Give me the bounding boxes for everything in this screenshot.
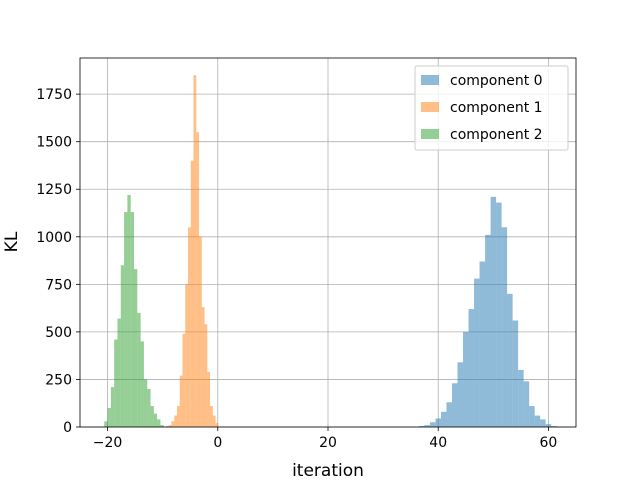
histogram-bar — [446, 402, 452, 427]
histogram-bar — [507, 293, 513, 427]
histogram-bar — [457, 362, 464, 427]
legend-label: component 2 — [450, 127, 543, 143]
x-tick-label: 20 — [319, 435, 337, 451]
histogram-bar — [207, 371, 211, 427]
x-tick-label: 60 — [540, 435, 558, 451]
x-axis-label: iteration — [292, 461, 364, 480]
histogram-bar — [424, 425, 430, 427]
histogram-bar — [463, 331, 469, 427]
histogram-bar — [196, 132, 200, 427]
histogram-bar — [104, 421, 108, 427]
histogram-bar — [110, 387, 115, 427]
histogram-bar — [134, 269, 138, 427]
histogram-bar — [168, 425, 172, 427]
y-tick-label: 1250 — [36, 182, 72, 198]
legend-box — [414, 65, 569, 151]
histogram-bar — [540, 419, 546, 427]
histogram-bar — [107, 407, 111, 427]
histogram-bar — [523, 381, 530, 427]
histogram-bar — [150, 406, 154, 427]
histogram-bar — [485, 234, 491, 427]
histogram-bar — [120, 265, 125, 427]
y-tick-label: 500 — [45, 325, 72, 341]
histogram-bar — [127, 194, 131, 427]
histogram-bar — [474, 278, 480, 427]
histogram-bar — [114, 339, 118, 427]
histogram-bar — [429, 422, 436, 427]
y-tick-label: 1750 — [36, 87, 72, 103]
histogram-bar — [137, 312, 141, 427]
histogram-bar — [188, 227, 191, 427]
histogram-bar — [418, 426, 425, 427]
histogram-bar — [212, 415, 216, 427]
histogram-bar — [147, 388, 151, 427]
legend: component 0 component 1 component 2 — [414, 65, 569, 151]
x-axis-ticks: −20 0 20 40 60 — [93, 427, 558, 451]
histogram-bar — [435, 418, 441, 427]
histogram-bar — [179, 375, 183, 427]
histogram-bar — [124, 212, 128, 427]
histogram-bar — [479, 261, 486, 427]
histogram-bar — [153, 413, 158, 427]
histogram-bar — [534, 415, 541, 427]
histogram-bar — [171, 421, 175, 427]
histogram-bar — [130, 212, 135, 427]
histogram-bar — [176, 406, 180, 427]
histogram-bar — [452, 383, 458, 427]
series-1-bars — [165, 75, 219, 427]
histogram-bar — [157, 419, 161, 427]
x-tick-label: 0 — [213, 435, 222, 451]
legend-label: component 0 — [450, 73, 543, 89]
histogram-bar — [182, 333, 186, 427]
histogram-bar — [210, 406, 213, 427]
histogram-bar — [496, 202, 502, 427]
y-tick-label: 250 — [45, 372, 72, 388]
histogram-bar — [490, 196, 497, 427]
histogram-bar — [174, 415, 177, 427]
legend-label: component 1 — [450, 100, 543, 116]
y-tick-label: 1000 — [36, 230, 72, 246]
histogram-bar — [545, 424, 552, 427]
histogram-bar — [160, 425, 164, 427]
histogram-bars — [104, 75, 557, 427]
histogram-bar — [215, 423, 219, 427]
histogram-bar — [440, 411, 447, 427]
histogram-bar — [201, 307, 205, 427]
histogram-bar — [140, 341, 144, 427]
x-tick-label: −20 — [93, 435, 123, 451]
histogram-bar — [204, 324, 208, 427]
histogram-bar — [468, 309, 475, 427]
y-axis-ticks: 0 250 500 750 1000 1250 1500 1750 — [36, 87, 80, 436]
histogram-bar — [199, 236, 202, 427]
x-tick-label: 40 — [429, 435, 447, 451]
y-tick-label: 1500 — [36, 135, 72, 151]
histogram-bar — [117, 318, 121, 427]
histogram-bar — [512, 320, 519, 427]
y-tick-label: 750 — [45, 277, 72, 293]
histogram-bar — [165, 426, 169, 427]
histogram-bar — [193, 75, 197, 427]
series-0-bars — [418, 196, 557, 427]
histogram-bar — [551, 426, 557, 427]
histogram-bar — [518, 369, 524, 427]
histogram-bar — [143, 379, 148, 427]
y-tick-label: 0 — [63, 420, 72, 436]
series-2-bars — [104, 194, 164, 427]
y-axis-label: KL — [2, 231, 22, 252]
legend-swatch — [421, 129, 439, 139]
histogram-bar — [190, 160, 194, 427]
histogram-bar — [185, 284, 189, 427]
legend-swatch — [421, 102, 439, 112]
histogram-bar — [501, 227, 508, 427]
legend-swatch — [421, 75, 439, 85]
histogram-bar — [529, 406, 535, 427]
